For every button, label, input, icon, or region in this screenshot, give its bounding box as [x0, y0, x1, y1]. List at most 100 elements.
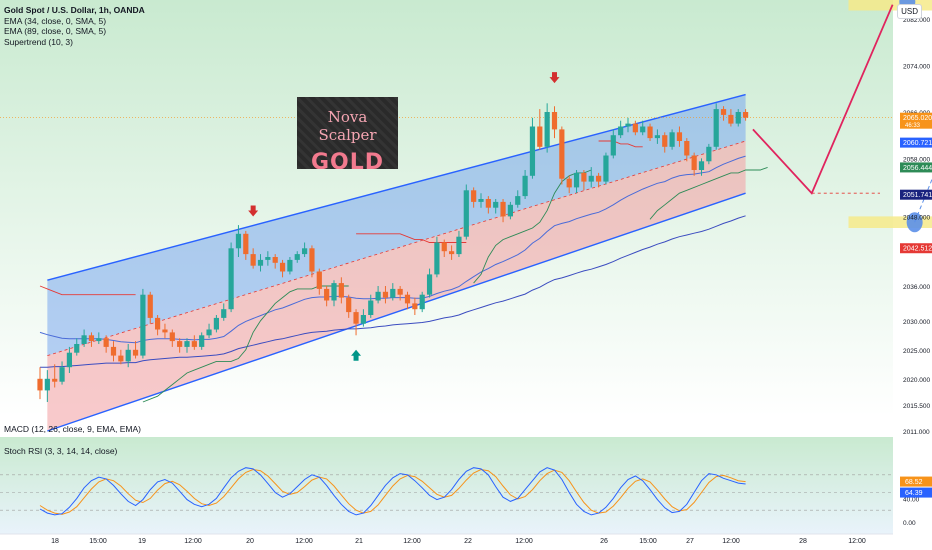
candle-body — [243, 233, 249, 255]
candle-body — [456, 236, 462, 255]
candle-body — [59, 367, 65, 382]
candle-body — [147, 294, 153, 318]
candle-body — [493, 201, 499, 208]
ema89-line — [40, 215, 746, 368]
candle-body — [375, 291, 381, 301]
stoch-tick-label: 40.00 — [903, 496, 920, 503]
candle-body — [618, 126, 624, 136]
candle-body — [478, 199, 484, 202]
forecast-zigzag — [752, 4, 894, 195]
legend-ema34[interactable]: EMA (34, close, 0, SMA, 5) — [4, 15, 107, 26]
stoch-k-line — [39, 467, 746, 516]
supertrend-segment-down — [598, 140, 643, 148]
candle-body — [698, 161, 705, 170]
price-tick-label: 2030.000 — [903, 319, 930, 326]
candle-body — [691, 155, 697, 170]
time-tick-label: 12:00 — [515, 538, 533, 545]
candle-body — [544, 112, 550, 147]
candle-body — [184, 341, 190, 347]
time-tick-label: 12:00 — [403, 538, 421, 545]
stoch-d-line — [39, 468, 746, 515]
candle-body — [88, 335, 95, 342]
candle-body — [603, 155, 609, 182]
candle-body — [353, 312, 359, 324]
candle-body — [382, 291, 389, 298]
price-tick-label: 2015.500 — [903, 403, 930, 410]
legend-macd[interactable]: MACD (12, 26, close, 9, EMA, EMA) — [4, 424, 141, 434]
candle-body — [191, 341, 197, 347]
legend-title: Gold Spot / U.S. Dollar, 1h, OANDA — [4, 5, 145, 15]
candle-body — [537, 126, 543, 147]
candle-body — [500, 201, 506, 217]
candle-body — [213, 317, 219, 330]
candle-body — [735, 112, 741, 124]
channel-upper-fill — [47, 94, 746, 356]
candle-body — [140, 294, 146, 356]
legend-stoch[interactable]: Stoch RSI (3, 3, 14, 14, close) — [4, 446, 118, 456]
candle-body — [110, 346, 117, 356]
time-tick-label: 22 — [464, 538, 472, 545]
candle-body — [743, 112, 749, 118]
candle-body — [221, 309, 227, 318]
candle-body — [662, 135, 668, 147]
price-tick-label: 2011.000 — [903, 429, 930, 436]
price-badge-label: 2065.020 — [903, 115, 932, 122]
time-tick-label: 20 — [246, 538, 254, 545]
candle-body — [368, 300, 374, 315]
candle-body — [66, 352, 72, 368]
candle-body — [390, 288, 396, 298]
price-tick-label: 2025.000 — [903, 348, 930, 355]
candle-body — [206, 329, 212, 336]
candle-body — [96, 338, 102, 342]
candle-body — [155, 317, 161, 330]
price-tick-label: 2036.000 — [903, 284, 930, 291]
supertrend-segment-down — [39, 285, 136, 296]
legend-top: Gold Spot / U.S. Dollar, 1h, OANDA EMA (… — [4, 5, 145, 47]
candle-body — [125, 349, 131, 362]
candle-body — [346, 297, 352, 313]
candle-body — [566, 178, 572, 188]
candle-body — [551, 112, 558, 130]
currency-button[interactable]: USD — [897, 4, 922, 19]
candle-body — [265, 257, 271, 260]
price-tick-label: 2082.000 — [903, 17, 930, 24]
price-badge — [900, 162, 932, 173]
candle-body — [177, 341, 183, 347]
target-circle — [906, 212, 923, 233]
candle-body — [118, 355, 124, 362]
candle-body — [720, 109, 727, 115]
sell-arrow-icon — [248, 205, 259, 217]
candle-body — [596, 175, 602, 182]
price-badge — [900, 112, 932, 129]
candle-body — [294, 254, 300, 260]
legend-ema89[interactable]: EMA (89, close, 0, SMA, 5) — [4, 26, 107, 36]
time-tick-label: 12:00 — [722, 538, 740, 545]
candle-body — [632, 123, 638, 133]
logo-box: Nova Scalper GOLD — [297, 97, 398, 169]
logo-line1: Nova Scalper — [318, 108, 377, 144]
candle-body — [728, 114, 734, 124]
time-tick-label: 12:00 — [295, 538, 313, 545]
stoch-badge — [900, 476, 932, 487]
candle-body — [103, 338, 109, 347]
target-zone — [848, 0, 932, 11]
candle-body — [676, 132, 683, 141]
candle-body — [37, 378, 43, 391]
target-zone — [848, 216, 932, 228]
candle-body — [515, 196, 521, 205]
time-tick-label: 15:00 — [89, 538, 107, 545]
time-tick-label: 28 — [799, 538, 807, 545]
candle-body — [610, 135, 616, 156]
candle-body — [706, 146, 712, 162]
channel-lower-fill — [47, 141, 746, 431]
legend-supertrend[interactable]: Supertrend (10, 3) — [4, 36, 73, 47]
candle-body — [287, 259, 293, 272]
candle-body — [588, 175, 594, 182]
price-axis-bg — [893, 0, 932, 550]
candle-body — [52, 378, 58, 382]
candle-body — [338, 283, 344, 298]
candle-body — [302, 248, 308, 255]
candle-body — [713, 109, 719, 147]
candle-body — [199, 335, 205, 347]
